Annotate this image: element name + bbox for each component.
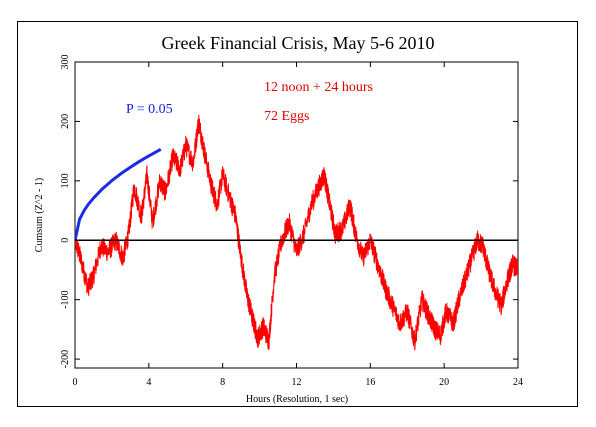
- annotation-egg-count: 72 Eggs: [264, 109, 310, 124]
- annotation-p-value: P = 0.05: [126, 102, 173, 117]
- y-tick-label: 300: [60, 55, 71, 70]
- x-tick-label: 12: [292, 377, 302, 388]
- series-layer: [75, 114, 518, 351]
- y-tick-label: 0: [60, 238, 71, 243]
- y-tick-label: -200: [60, 350, 71, 368]
- p-005-envelope-line: [75, 147, 162, 241]
- y-tick-label: -100: [60, 290, 71, 308]
- y-axis-label: Cumsum (Z^2 - 1): [34, 178, 45, 252]
- y-tick-label: 200: [60, 114, 71, 129]
- x-tick-label: 24: [513, 377, 523, 388]
- x-tick-label: 20: [439, 377, 449, 388]
- annotation-time-window: 12 noon + 24 hours: [264, 80, 373, 95]
- cumsum-series-line: [75, 114, 518, 351]
- chart-title: Greek Financial Crisis, May 5-6 2010: [162, 33, 435, 53]
- x-tick-label: 4: [146, 377, 151, 388]
- x-axis-label: Hours (Resolution, 1 sec): [246, 394, 348, 405]
- x-tick-label: 16: [365, 377, 375, 388]
- chart-frame: [17, 21, 578, 407]
- ticks: 0 4 8 12 16 20 24 -200 -100 0 100 200 300: [60, 55, 523, 389]
- y-tick-label: 100: [60, 173, 71, 188]
- x-tick-label: 8: [220, 377, 225, 388]
- x-tick-label: 0: [73, 377, 78, 388]
